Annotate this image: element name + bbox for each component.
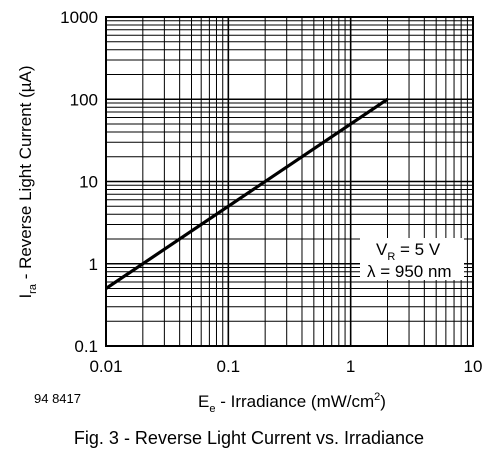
- series-layer: [105, 97, 389, 290]
- figure-id: 94 8417: [34, 391, 81, 406]
- x-tick-label: 1: [346, 357, 355, 376]
- y-tick-labels: 0.1 1 10 100 1000: [60, 8, 98, 356]
- y-axis-label: Ira - Reverse Light Current (µA): [16, 65, 39, 298]
- series-line: [105, 97, 389, 290]
- y-tick-label: 100: [70, 90, 98, 109]
- annotation-wavelength: λ = 950 nm: [367, 262, 452, 281]
- annotation-vr: VR = 5 V: [376, 240, 441, 263]
- x-tick-label: 0.01: [89, 357, 122, 376]
- y-tick-label: 1: [89, 255, 98, 274]
- plot-frame: [105, 16, 474, 347]
- x-tick-labels: 0.01 0.1 1 10: [89, 357, 482, 376]
- x-axis-label: Ee - Irradiance (mW/cm2): [198, 391, 386, 415]
- y-tick-label: 10: [79, 173, 98, 192]
- y-tick-label: 1000: [60, 8, 98, 27]
- annotation-box: [360, 238, 464, 280]
- x-tick-label: 0.1: [217, 357, 241, 376]
- figure-caption: Fig. 3 - Reverse Light Current vs. Irrad…: [73, 428, 425, 448]
- grid-major: [106, 17, 473, 346]
- x-tick-label: 10: [464, 357, 483, 376]
- y-tick-label: 0.1: [74, 337, 98, 356]
